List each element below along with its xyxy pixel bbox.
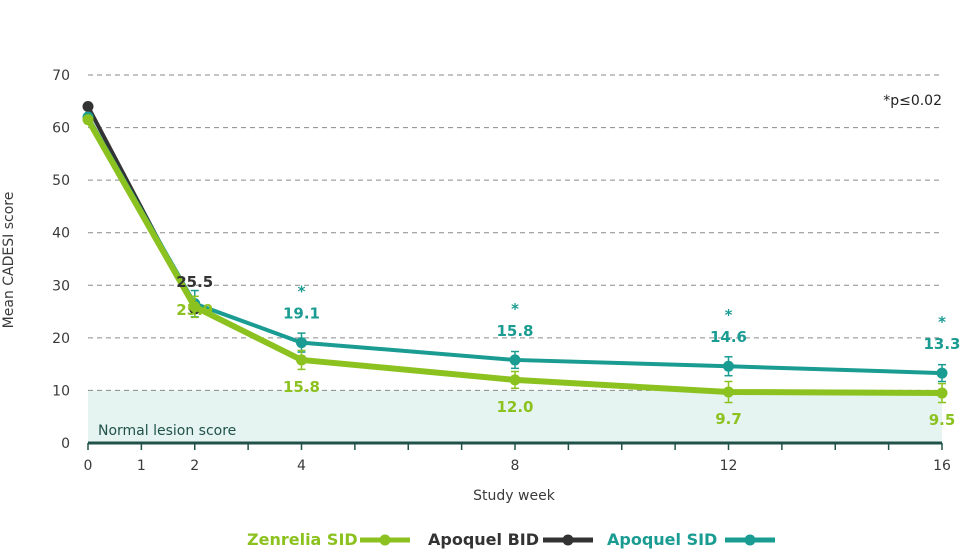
- apoquel-sid-data-label-16: 13.3: [923, 335, 960, 353]
- data-labels-group: 25.5 19.1 * 15.8 * 14.6 * 13.3 * 25.9 15.8 12.0 9.7 9…: [176, 273, 960, 429]
- apoquel-sid-point-12: [723, 360, 734, 372]
- apoquel-sid-data-label-8: 15.8: [496, 322, 533, 340]
- y-tick-label-70: 70: [52, 68, 70, 84]
- legend: Zenrelia SID Apoquel BID Apoquel SID: [247, 530, 775, 549]
- legend-apoquel-bid-marker: [562, 534, 574, 546]
- zenrelia-sid-data-label-4: 15.8: [283, 378, 320, 396]
- x-axis-label: Study week: [473, 488, 556, 504]
- x-tick-label-1: 1: [137, 458, 146, 474]
- y-tick-label-50: 50: [52, 173, 70, 189]
- zenrelia-sid-point-12: [723, 386, 734, 398]
- normal-band-label: Normal lesion score: [98, 423, 236, 439]
- zenrelia-sid-point-0: [82, 114, 94, 126]
- y-tick-label-40: 40: [52, 226, 70, 242]
- normal-lesion-band: [88, 390, 942, 443]
- x-tick-label-16: 16: [933, 458, 951, 474]
- legend-zenrelia-marker: [379, 534, 391, 546]
- zenrelia-sid-line: [85, 116, 945, 397]
- zenrelia-sid-data-label-2: 25.9: [176, 301, 213, 319]
- apoquel-sid-point-16: [936, 367, 948, 379]
- apoquel-sid-significance-star-12: *: [725, 306, 733, 324]
- significance-note: *p≤0.02: [883, 93, 942, 109]
- apoquel-sid-significance-star-4: *: [298, 283, 306, 301]
- x-tick-label-12: 12: [720, 458, 738, 474]
- zenrelia-sid-data-label-8: 12.0: [496, 398, 533, 416]
- apoquel-sid-significance-star-8: *: [511, 300, 519, 318]
- x-tick-label-2: 2: [190, 458, 199, 474]
- legend-apoquel-sid-marker: [744, 534, 756, 546]
- zenrelia-sid-point-4: [296, 354, 307, 366]
- zenrelia-sid-point-2: [189, 301, 201, 313]
- zenrelia-sid-data-label-16: 9.5: [929, 411, 956, 429]
- zenrelia-sid-point-16: [936, 387, 948, 399]
- apoquel-bid-point-0: [82, 101, 94, 113]
- x-tick-label-8: 8: [511, 458, 520, 474]
- y-tick-label-60: 60: [52, 121, 70, 137]
- axes-group: 0 1 2 4 8 12 16: [84, 441, 951, 474]
- apoquel-sid-data-label-4: 19.1: [283, 305, 320, 323]
- apoquel-sid-point-4: [296, 337, 307, 349]
- series-group: [82, 101, 948, 404]
- y-tick-label-0: 0: [61, 436, 70, 452]
- apoquel-bid-data-label-2: 25.5: [176, 273, 213, 291]
- apoquel-sid-data-label-12: 14.6: [710, 328, 747, 346]
- gridlines-group: 0 10 20 30 40 50 60 70: [52, 68, 942, 452]
- y-tick-label-20: 20: [52, 331, 70, 347]
- legend-apoquel-bid-label: Apoquel BID: [428, 530, 539, 549]
- x-tick-label-4: 4: [297, 458, 306, 474]
- y-tick-label-30: 30: [52, 278, 70, 294]
- apoquel-sid-significance-star-16: *: [938, 313, 946, 331]
- apoquel-sid-point-8: [509, 354, 521, 366]
- y-axis-label: Mean CADESI score: [1, 192, 17, 329]
- legend-zenrelia-label: Zenrelia SID: [247, 530, 358, 549]
- x-tick-label-0: 0: [84, 458, 93, 474]
- normal-band-group: [88, 390, 942, 443]
- zenrelia-sid-point-8: [509, 374, 521, 386]
- zenrelia-sid-data-label-12: 9.7: [715, 410, 742, 428]
- y-tick-label-10: 10: [52, 383, 70, 399]
- legend-apoquel-sid-label: Apoquel SID: [607, 530, 717, 549]
